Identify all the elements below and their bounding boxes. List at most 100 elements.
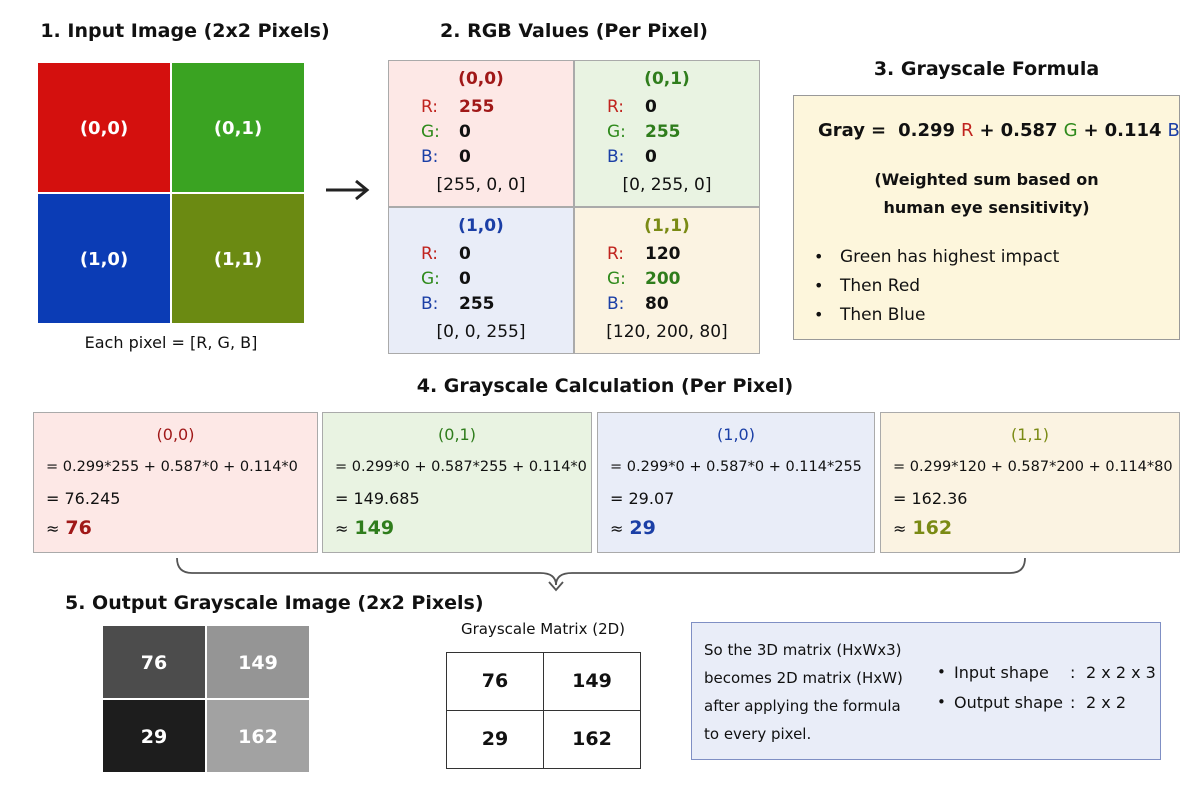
channel-value: 0 bbox=[459, 244, 471, 264]
calc-cell: (0,1) = 0.299*0 + 0.587*255 + 0.114*0 = 14… bbox=[322, 412, 592, 553]
calc-rounded: 149 bbox=[354, 517, 395, 539]
pixel-label: (1,1) bbox=[1011, 425, 1049, 444]
bullet-dot: • bbox=[937, 693, 946, 711]
calc-rounded-line: ≈162 bbox=[893, 517, 952, 539]
calc-expression: = 0.299*0 + 0.587*0 + 0.114*255 bbox=[610, 459, 862, 475]
section-title: 4. Grayscale Calculation (Per Pixel) bbox=[416, 375, 794, 397]
note-line: after applying the formula bbox=[704, 697, 901, 715]
formula-coef: 0.587 bbox=[1000, 120, 1058, 141]
channel-value: 255 bbox=[459, 294, 495, 314]
channel-value: 0 bbox=[459, 269, 471, 289]
input-pixel: (1,0) bbox=[37, 193, 171, 324]
calc-cell: (1,1) = 0.299*120 + 0.587*200 + 0.114*80 =… bbox=[880, 412, 1180, 553]
pixel-label: (0,0) bbox=[79, 118, 129, 139]
rgb-cell: (1,1) R: 120 G: 200 B: 80 [120, 200, 80] bbox=[574, 207, 760, 354]
channel-value: 0 bbox=[459, 147, 471, 167]
pixel-label: (1,1) bbox=[213, 249, 263, 270]
calc-expression: = 0.299*255 + 0.587*0 + 0.114*0 bbox=[46, 459, 298, 475]
pixel-label: (0,1) bbox=[213, 118, 263, 139]
bullet-dot: • bbox=[814, 305, 824, 324]
channel-value: 0 bbox=[645, 147, 657, 167]
pixel-label: (0,0) bbox=[156, 425, 195, 444]
channel-label: B: bbox=[607, 147, 625, 167]
note-box: So the 3D matrix (HxWx3) becomes 2D matri… bbox=[691, 622, 1161, 760]
pixel-value: 29 bbox=[140, 726, 168, 748]
rgb-vector: [0, 255, 0] bbox=[622, 175, 712, 195]
shape-value: 2 x 2 bbox=[1086, 693, 1126, 712]
formula-note: (Weighted sum based on bbox=[874, 170, 1099, 189]
matrix-cell: 162 bbox=[543, 710, 641, 769]
channel-label: G: bbox=[607, 122, 626, 142]
formula-bullet: Then Blue bbox=[840, 305, 926, 325]
calc-rounded-line: ≈149 bbox=[335, 517, 394, 539]
formula-operator: + bbox=[1083, 120, 1099, 141]
pixel-label: (0,1) bbox=[438, 425, 476, 444]
pixel-value: 149 bbox=[238, 652, 278, 674]
calc-expression: = 0.299*0 + 0.587*255 + 0.114*0 bbox=[335, 459, 587, 475]
rgb-vector: [120, 200, 80] bbox=[606, 322, 728, 342]
input-pixel: (0,0) bbox=[37, 62, 171, 193]
formula-line: Gray = 0.299 R +0.587 G +0.114 B bbox=[818, 120, 1180, 141]
channel-value: 200 bbox=[645, 269, 681, 289]
bullet-dot: • bbox=[937, 663, 946, 681]
matrix-title: Grayscale Matrix (2D) bbox=[460, 620, 626, 638]
section-title: 2. RGB Values (Per Pixel) bbox=[440, 20, 708, 42]
output-pixel: 162 bbox=[206, 699, 310, 773]
pixel-label: (1,0) bbox=[79, 249, 129, 270]
channel-label: B: bbox=[421, 147, 439, 167]
calc-rounded: 162 bbox=[912, 517, 953, 539]
shape-value: 2 x 2 x 3 bbox=[1086, 663, 1156, 682]
matrix-cell: 149 bbox=[543, 652, 641, 711]
bullet-dot: • bbox=[814, 247, 824, 266]
section-title: 1. Input Image (2x2 Pixels) bbox=[40, 20, 330, 42]
approx-sign: ≈ bbox=[893, 519, 907, 538]
formula-channel: B bbox=[1167, 120, 1180, 141]
channel-value: 0 bbox=[645, 97, 657, 117]
formula-channel: G bbox=[1063, 120, 1078, 141]
channel-value: 255 bbox=[645, 122, 681, 142]
pixel-label: (1,1) bbox=[644, 216, 690, 236]
channel-label: G: bbox=[421, 269, 440, 289]
note-line: So the 3D matrix (HxWx3) bbox=[704, 641, 902, 659]
matrix-cell: 76 bbox=[446, 652, 544, 711]
calc-result: = 29.07 bbox=[610, 489, 675, 508]
matrix-value: 149 bbox=[572, 670, 612, 692]
channel-value: 120 bbox=[645, 244, 681, 264]
output-pixel: 76 bbox=[102, 625, 206, 699]
pixel-label: (1,0) bbox=[717, 425, 755, 444]
caption: Each pixel = [R, G, B] bbox=[84, 333, 258, 352]
calc-rounded-line: ≈76 bbox=[46, 517, 92, 539]
matrix-value: 76 bbox=[481, 670, 509, 692]
output-pixel: 149 bbox=[206, 625, 310, 699]
note-line: becomes 2D matrix (HxW) bbox=[704, 669, 903, 687]
formula-equals: = bbox=[870, 120, 887, 141]
formula-coef: 0.299 bbox=[898, 120, 956, 141]
calc-cell: (0,0) = 0.299*255 + 0.587*0 + 0.114*0 = 76… bbox=[33, 412, 318, 553]
shape-label: Output shape bbox=[954, 693, 1063, 712]
section-title: 5. Output Grayscale Image (2x2 Pixels) bbox=[65, 592, 484, 614]
approx-sign: ≈ bbox=[46, 519, 60, 538]
pixel-label: (0,0) bbox=[458, 69, 504, 89]
channel-value: 255 bbox=[459, 97, 495, 117]
channel-label: R: bbox=[607, 244, 625, 264]
arrow bbox=[326, 179, 370, 201]
channel-label: B: bbox=[607, 294, 625, 314]
calc-result: = 76.245 bbox=[46, 489, 121, 508]
calc-result: = 149.685 bbox=[335, 489, 420, 508]
pixel-value: 162 bbox=[238, 726, 278, 748]
matrix-value: 162 bbox=[572, 728, 612, 750]
formula-note: human eye sensitivity) bbox=[883, 198, 1090, 217]
calc-rounded: 29 bbox=[629, 517, 656, 539]
rgb-vector: [255, 0, 0] bbox=[436, 175, 526, 195]
channel-value: 0 bbox=[459, 122, 471, 142]
formula-box: Gray = 0.299 R +0.587 G +0.114 B (Weighted sum b… bbox=[793, 95, 1180, 340]
rgb-cell: (1,0) R: 0 G: 0 B: 255 [0, 0, 255] bbox=[388, 207, 574, 354]
brace bbox=[176, 557, 1026, 592]
channel-label: B: bbox=[421, 294, 439, 314]
channel-label: R: bbox=[607, 97, 625, 117]
rgb-cell: (0,0) R: 255 G: 0 B: 0 [255, 0, 0] bbox=[388, 60, 574, 207]
matrix-cell: 29 bbox=[446, 710, 544, 769]
channel-value: 80 bbox=[645, 294, 669, 314]
formula-bullet: Green has highest impact bbox=[840, 247, 1060, 267]
